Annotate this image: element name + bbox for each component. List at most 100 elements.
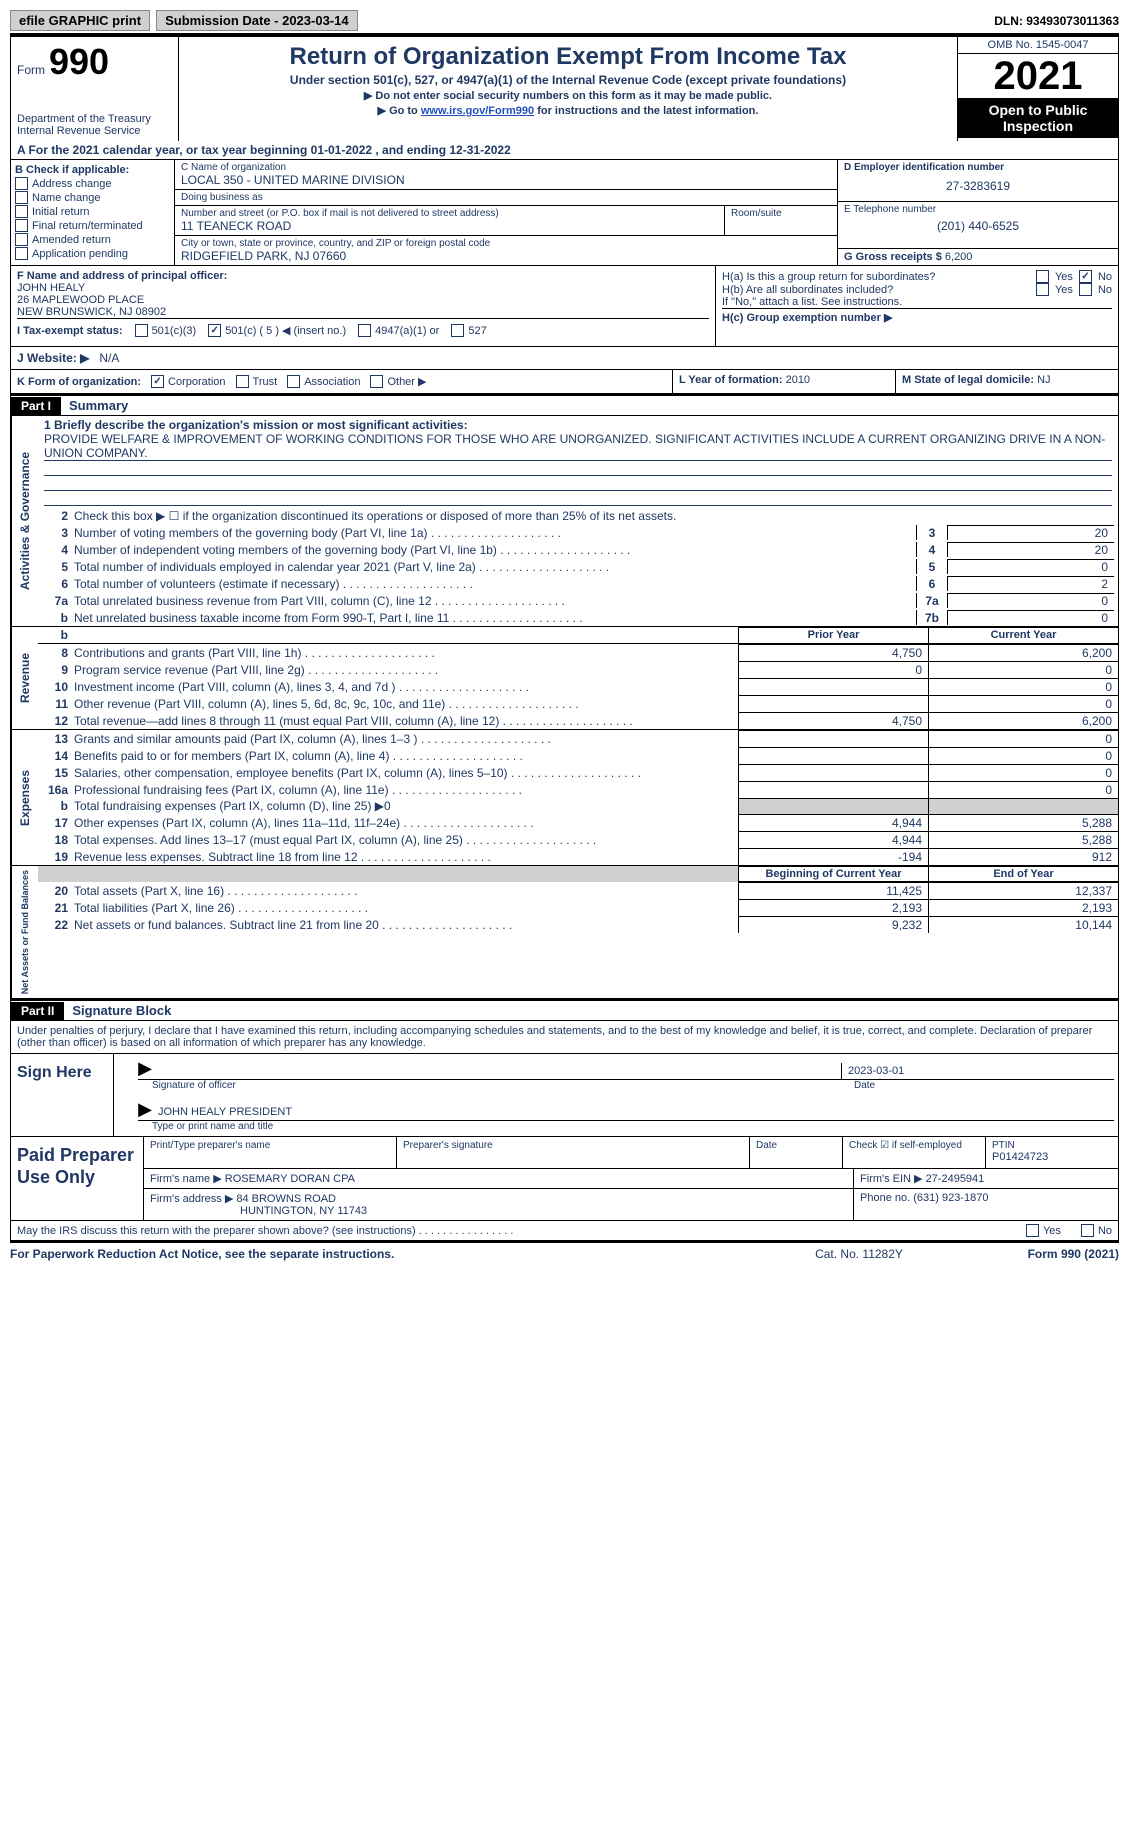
firm-name: ROSEMARY DORAN CPA — [225, 1173, 355, 1185]
paperwork-notice: For Paperwork Reduction Act Notice, see … — [10, 1247, 759, 1261]
cb-ha-no[interactable] — [1079, 270, 1092, 283]
summary-line: 15 Salaries, other compensation, employe… — [38, 764, 1118, 781]
irs-label: Internal Revenue Service — [17, 125, 172, 137]
dba-label: Doing business as — [181, 192, 831, 203]
ha-label: H(a) Is this a group return for subordin… — [722, 271, 1030, 283]
arrow-icon: ▶ — [138, 1099, 152, 1120]
cat-no: Cat. No. 11282Y — [759, 1247, 959, 1261]
street-label: Number and street (or P.O. box if mail i… — [181, 208, 718, 219]
firm-ein: 27-2495941 — [926, 1173, 985, 1185]
cb-527[interactable] — [451, 324, 464, 337]
firm-addr1: 84 BROWNS ROAD — [236, 1193, 336, 1205]
city-value: RIDGEFIELD PARK, NJ 07660 — [181, 249, 831, 263]
cb-discuss-no[interactable] — [1081, 1224, 1094, 1237]
cb-4947[interactable] — [358, 324, 371, 337]
form-header: Form 990 Department of the Treasury Inte… — [10, 37, 1119, 141]
summary-line: 9 Program service revenue (Part VIII, li… — [38, 661, 1118, 678]
officer-name-title: JOHN HEALY PRESIDENT — [152, 1104, 1114, 1120]
ein-label: D Employer identification number — [844, 162, 1112, 173]
cb-pending[interactable] — [15, 247, 28, 260]
summary-line: 18 Total expenses. Add lines 13–17 (must… — [38, 831, 1118, 848]
netassets-section: Net Assets or Fund Balances Beginning of… — [10, 866, 1119, 999]
discuss-row: May the IRS discuss this return with the… — [10, 1221, 1119, 1241]
cb-corp[interactable] — [151, 375, 164, 388]
sig-date: 2023-03-01 — [841, 1063, 1114, 1079]
summary-line: 5 Total number of individuals employed i… — [38, 558, 1118, 575]
hb-label: H(b) Are all subordinates included? — [722, 284, 1030, 296]
inspection-label: Open to Public Inspection — [958, 98, 1118, 138]
summary-line: 4 Number of independent voting members o… — [38, 541, 1118, 558]
cb-address-change[interactable] — [15, 177, 28, 190]
cb-name-change[interactable] — [15, 191, 28, 204]
summary-line: b Total fundraising expenses (Part IX, c… — [38, 798, 1118, 814]
hc-label: H(c) Group exemption number ▶ — [722, 308, 1112, 324]
tax-status-label: I Tax-exempt status: — [17, 325, 123, 337]
cb-hb-yes[interactable] — [1036, 283, 1049, 296]
phone-value: (201) 440-6525 — [844, 215, 1112, 237]
submission-button[interactable]: Submission Date - 2023-03-14 — [156, 10, 358, 31]
tax-year: 2021 — [958, 54, 1118, 98]
year-formation: 2010 — [786, 374, 810, 386]
form-footer-label: Form 990 (2021) — [959, 1247, 1119, 1261]
sign-here-label: Sign Here — [11, 1054, 114, 1136]
cb-final-return[interactable] — [15, 219, 28, 232]
officer-label: F Name and address of principal officer: — [17, 270, 709, 282]
part1-title: Summary — [61, 396, 136, 415]
cb-501c[interactable] — [208, 324, 221, 337]
cb-501c3[interactable] — [135, 324, 148, 337]
form-number: 990 — [49, 41, 109, 83]
vtab-ag: Activities & Governance — [11, 416, 38, 626]
cb-assoc[interactable] — [287, 375, 300, 388]
summary-line: 14 Benefits paid to or for members (Part… — [38, 747, 1118, 764]
topbar: efile GRAPHIC print Submission Date - 20… — [10, 10, 1119, 31]
state-domicile: NJ — [1037, 374, 1050, 386]
ssn-note: ▶ Do not enter social security numbers o… — [183, 89, 953, 102]
activities-governance-section: Activities & Governance 1 Briefly descri… — [10, 416, 1119, 627]
vtab-rev: Revenue — [11, 627, 38, 729]
part2-header: Part II Signature Block — [10, 999, 1119, 1021]
summary-line: 10 Investment income (Part VIII, column … — [38, 678, 1118, 695]
summary-line: 22 Net assets or fund balances. Subtract… — [38, 916, 1118, 933]
sign-here-section: Sign Here ▶ 2023-03-01 Signature of offi… — [10, 1054, 1119, 1137]
efile-button[interactable]: efile GRAPHIC print — [10, 10, 150, 31]
summary-line: 17 Other expenses (Part IX, column (A), … — [38, 814, 1118, 831]
officer-addr2: NEW BRUNSWICK, NJ 08902 — [17, 306, 709, 318]
prior-year-header: Prior Year — [738, 627, 928, 644]
irs-link[interactable]: www.irs.gov/Form990 — [421, 105, 534, 117]
type-name-label: Type or print name and title — [152, 1121, 1114, 1132]
summary-line: 11 Other revenue (Part VIII, column (A),… — [38, 695, 1118, 712]
gross-label: G Gross receipts $ — [844, 251, 942, 263]
cb-initial-return[interactable] — [15, 205, 28, 218]
summary-line: 19 Revenue less expenses. Subtract line … — [38, 848, 1118, 865]
website-row: J Website: ▶ N/A — [10, 347, 1119, 370]
sig-officer-label: Signature of officer — [152, 1080, 854, 1091]
cb-other[interactable] — [370, 375, 383, 388]
summary-line: 16a Professional fundraising fees (Part … — [38, 781, 1118, 798]
k-label: K Form of organization: — [17, 376, 141, 388]
summary-line: 6 Total number of volunteers (estimate i… — [38, 575, 1118, 592]
url-note: ▶ Go to www.irs.gov/Form990 for instruct… — [183, 104, 953, 117]
declaration-text: Under penalties of perjury, I declare th… — [10, 1021, 1119, 1054]
officer-name: JOHN HEALY — [17, 282, 709, 294]
form-subtitle: Under section 501(c), 527, or 4947(a)(1)… — [183, 73, 953, 87]
begin-year-header: Beginning of Current Year — [738, 866, 928, 882]
dln-label: DLN: 93493073011363 — [994, 14, 1119, 28]
summary-line: 8 Contributions and grants (Part VIII, l… — [38, 644, 1118, 661]
cb-amended[interactable] — [15, 233, 28, 246]
cb-trust[interactable] — [236, 375, 249, 388]
paid-preparer-section: Paid Preparer Use Only Print/Type prepar… — [10, 1137, 1119, 1221]
cb-discuss-yes[interactable] — [1026, 1224, 1039, 1237]
phone-label: E Telephone number — [844, 204, 1112, 215]
part2-tag: Part II — [11, 1002, 64, 1020]
org-name-label: C Name of organization — [181, 162, 831, 173]
vtab-exp: Expenses — [11, 730, 38, 865]
part2-title: Signature Block — [64, 1001, 179, 1020]
street-value: 11 TEANECK ROAD — [181, 219, 718, 233]
form-title: Return of Organization Exempt From Incom… — [183, 43, 953, 71]
officer-row: F Name and address of principal officer:… — [10, 266, 1119, 347]
summary-line: 13 Grants and similar amounts paid (Part… — [38, 730, 1118, 747]
vtab-net: Net Assets or Fund Balances — [11, 866, 38, 998]
cb-hb-no[interactable] — [1079, 283, 1092, 296]
summary-line: 3 Number of voting members of the govern… — [38, 524, 1118, 541]
cb-ha-yes[interactable] — [1036, 270, 1049, 283]
